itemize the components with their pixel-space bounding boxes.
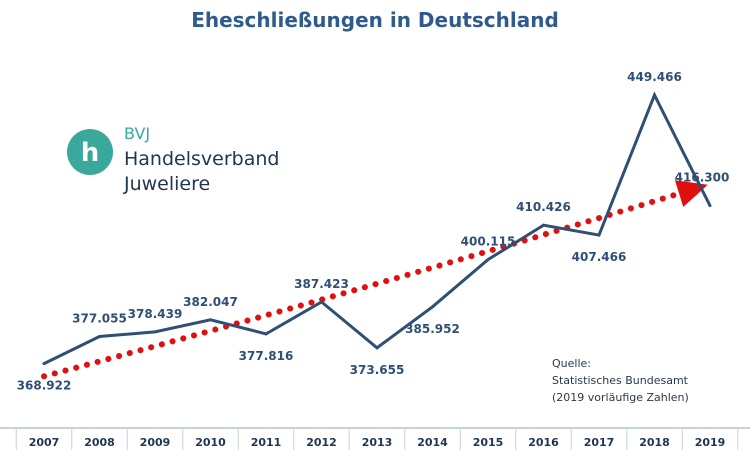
data-label: 373.655: [350, 363, 405, 377]
data-point: [209, 318, 212, 322]
source-line3: (2019 vorläufige Zahlen): [552, 391, 689, 404]
x-tick-label: 2019: [695, 436, 726, 449]
data-point: [708, 204, 712, 208]
x-tick-label: 2014: [417, 436, 448, 449]
source-line2: Statistisches Bundesamt: [552, 374, 688, 387]
brand-name-line2: Juweliere: [124, 173, 211, 195]
data-point: [320, 300, 323, 304]
x-tick-label: 2010: [195, 436, 226, 449]
x-tick-label: 2018: [639, 436, 670, 449]
brand-code: BVJ: [124, 124, 151, 143]
data-point: [264, 332, 268, 336]
data-label: 377.816: [239, 349, 294, 363]
source-line1: Quelle:: [552, 357, 591, 370]
logo-mark-letter: h: [81, 138, 100, 168]
data-label: 400.115: [461, 235, 516, 249]
data-point: [653, 93, 656, 97]
source-note: Quelle: Statistisches Bundesamt (2019 vo…: [552, 355, 689, 406]
data-label: 410.426: [516, 200, 571, 214]
x-tick-label: 2013: [362, 436, 393, 449]
data-point: [375, 346, 379, 350]
chart-title: Eheschließungen in Deutschland: [191, 8, 559, 32]
data-point: [597, 233, 601, 237]
data-label: 416.300: [675, 171, 730, 185]
data-label: 378.439: [128, 307, 183, 321]
data-label: 387.423: [294, 277, 349, 291]
data-point: [431, 305, 434, 309]
bvj-h-icon: h: [67, 129, 113, 175]
x-tick-label: 2012: [306, 436, 337, 449]
data-point: [42, 362, 46, 366]
data-point: [542, 223, 545, 227]
x-tick-label: 2016: [528, 436, 559, 449]
data-point: [486, 258, 490, 262]
data-label: 385.952: [405, 322, 460, 336]
x-tick-label: 2007: [29, 436, 60, 449]
data-label: 382.047: [183, 295, 238, 309]
data-label: 377.055: [72, 311, 127, 325]
data-label: 407.466: [572, 250, 627, 264]
x-tick-label: 2017: [584, 436, 615, 449]
data-point: [98, 334, 101, 338]
data-point: [153, 330, 157, 334]
x-tick-label: 2008: [84, 436, 115, 449]
x-tick-label: 2015: [473, 436, 504, 449]
data-label: 368.922: [17, 379, 72, 393]
x-tick-label: 2009: [140, 436, 171, 449]
data-label: 449.466: [627, 70, 682, 84]
brand-name-line1: Handelsverband: [124, 148, 280, 170]
trend-line: [41, 187, 694, 380]
x-tick-label: 2011: [251, 436, 282, 449]
